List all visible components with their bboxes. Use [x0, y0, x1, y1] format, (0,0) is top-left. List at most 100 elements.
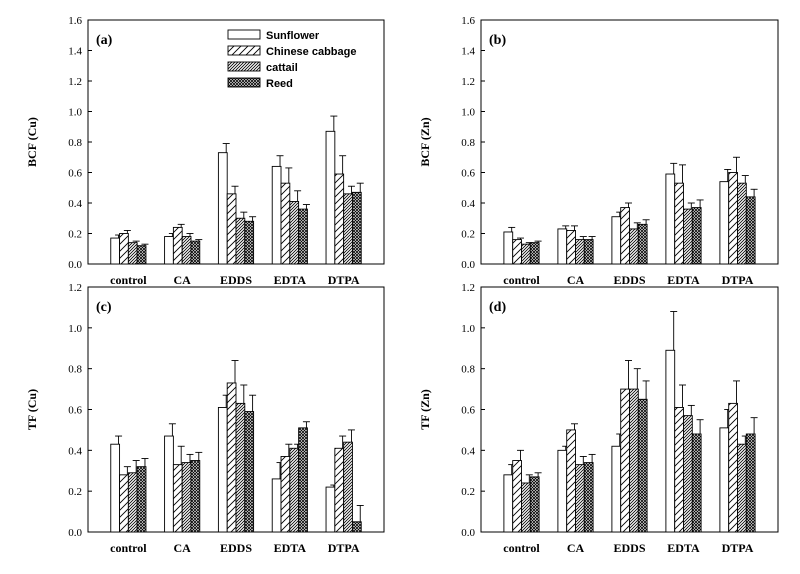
y-tick-label: 0.4 [68, 198, 82, 210]
bar [190, 460, 201, 533]
y-tick-label: 0.6 [68, 168, 82, 180]
bar-group-edta [271, 421, 310, 533]
bar [271, 478, 282, 533]
y-tick-label: 1.0 [461, 107, 475, 119]
bar-group-edds [217, 360, 257, 533]
y-tick-label: 0.6 [461, 405, 475, 417]
y-axis-label: TF (Zn) [418, 389, 432, 430]
bar [271, 165, 282, 265]
bar [110, 237, 121, 265]
x-category-label: control [110, 541, 147, 555]
x-category-label: EDDS [220, 273, 252, 287]
x-category-label: DTPA [722, 541, 754, 555]
bar [691, 207, 702, 265]
y-tick-label: 0.6 [68, 405, 82, 417]
bar-group-edta [271, 155, 310, 265]
bar [217, 152, 228, 265]
bar [244, 411, 255, 533]
y-tick-label: 1.2 [461, 76, 475, 88]
legend: Sunflower Chinese cabbage cattail Reed [227, 29, 356, 90]
bar [503, 474, 514, 533]
bar [235, 402, 246, 533]
panel-label: (b) [489, 33, 506, 48]
y-tick-label: 0.0 [68, 259, 82, 271]
bar [611, 445, 622, 533]
x-category-label: EDTA [667, 541, 700, 555]
bar [620, 388, 630, 533]
x-category-label: DTPA [722, 273, 754, 287]
bar [575, 239, 585, 265]
bar [298, 208, 308, 265]
panel-d: 0.0 0.2 0.4 0.6 0.8 1.0 1.2 TF (Zn) (d) control CA… [418, 282, 779, 555]
bar [110, 443, 121, 533]
y-tick-label: 0.8 [68, 137, 82, 149]
bar [665, 349, 676, 533]
bar [343, 193, 353, 265]
y-tick-label: 0.8 [461, 137, 475, 149]
bar-group-edds [217, 143, 257, 265]
legend-swatch [227, 77, 261, 88]
bar-group-dtpa [719, 380, 758, 533]
bar [244, 220, 255, 265]
bar [512, 239, 522, 265]
bar [583, 239, 594, 265]
bar-group-control [503, 226, 542, 265]
bar [289, 447, 300, 533]
y-tick-label: 1.0 [461, 323, 475, 335]
legend-label: Chinese cabbage [266, 46, 356, 58]
y-tick-label: 0.8 [68, 364, 82, 376]
bar-group-edta [665, 162, 704, 265]
bar-group-edds [611, 202, 650, 265]
x-category-label: CA [174, 541, 192, 555]
x-category-label: control [110, 273, 147, 287]
y-tick-label: 0.0 [461, 527, 475, 539]
bar [217, 407, 228, 533]
bar-group-edds [611, 360, 650, 533]
x-category-label: control [503, 273, 540, 287]
panel-c: 0.0 0.2 0.4 0.6 0.8 1.0 1.2 TF (Cu) (c) control CA… [25, 282, 385, 555]
bar [181, 462, 192, 533]
y-tick-label: 0.2 [68, 486, 82, 498]
bar [136, 245, 147, 265]
bar [728, 172, 738, 265]
bar-group-dtpa [719, 156, 758, 265]
y-tick-label: 0.4 [461, 198, 475, 210]
bar-group-dtpa [325, 115, 364, 265]
bar [521, 243, 531, 265]
legend-label: Sunflower [266, 30, 320, 42]
x-category-label: EDDS [613, 273, 645, 287]
bar [280, 182, 291, 265]
x-category-label: DTPA [328, 273, 360, 287]
y-tick-label: 1.2 [68, 76, 82, 88]
y-tick-label: 0.6 [461, 168, 475, 180]
legend-swatch [227, 29, 261, 40]
bar [512, 460, 522, 533]
bar [226, 382, 237, 533]
bar [298, 427, 308, 533]
bar [674, 407, 684, 533]
panel-label: (a) [96, 33, 113, 48]
bar-group-ca [557, 423, 596, 533]
bar [629, 228, 639, 265]
bar [503, 231, 514, 265]
y-axis-label: BCF (Zn) [418, 117, 432, 166]
bar-group-ca [164, 223, 203, 265]
bar [620, 207, 630, 265]
bar [164, 236, 174, 265]
y-tick-label: 0.4 [68, 445, 82, 457]
y-tick-label: 1.0 [68, 107, 82, 119]
y-tick-label: 0.8 [461, 364, 475, 376]
y-tick-label: 1.4 [68, 46, 82, 58]
bar [529, 242, 540, 265]
y-tick-label: 0.2 [68, 229, 82, 241]
bar [351, 191, 362, 265]
y-tick-label: 1.2 [68, 282, 82, 294]
bar [521, 482, 531, 533]
legend-label: cattail [266, 62, 298, 74]
bar [683, 415, 693, 533]
x-category-label: CA [174, 273, 192, 287]
bar [226, 193, 237, 265]
bar [745, 196, 756, 265]
bar [557, 228, 568, 265]
